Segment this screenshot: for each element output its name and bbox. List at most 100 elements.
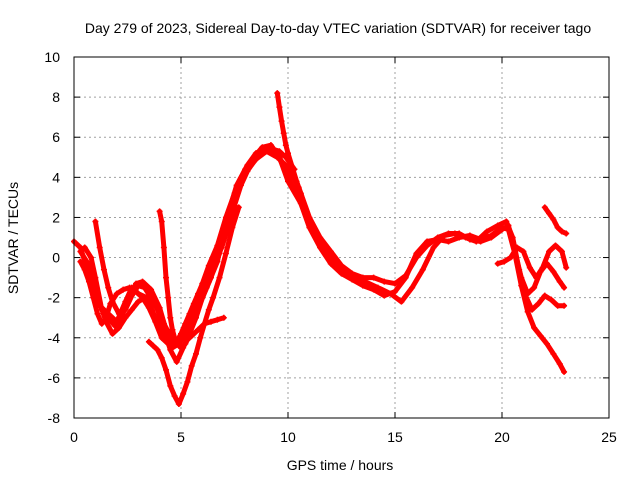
data-point-marker — [128, 292, 135, 299]
plot-frame — [73, 56, 610, 419]
data-point-marker — [338, 262, 345, 269]
data-point-marker — [270, 146, 277, 153]
data-point-marker — [207, 318, 214, 325]
data-point-marker — [190, 300, 197, 307]
data-point-marker — [160, 326, 167, 333]
data-point-marker — [169, 326, 176, 333]
data-point-marker — [494, 222, 501, 229]
data-point-marker — [163, 366, 170, 373]
data-point-marker — [167, 346, 174, 353]
data-point-marker — [503, 218, 510, 225]
data-point-marker — [276, 104, 283, 111]
data-point-marker — [139, 294, 146, 301]
data-point-marker — [302, 204, 309, 211]
data-point-marker — [310, 230, 317, 237]
data-point-marker — [327, 260, 334, 267]
data-point-marker — [165, 340, 172, 347]
data-point-marker — [81, 244, 88, 251]
data-point-marker — [158, 334, 165, 341]
data-point-marker — [163, 274, 170, 281]
data-point-marker — [561, 302, 568, 309]
data-point-marker — [392, 280, 398, 287]
data-point-marker — [244, 168, 251, 175]
grid-lines — [73, 56, 610, 419]
data-point-marker — [83, 258, 90, 265]
data-point-marker — [171, 334, 178, 341]
data-point-marker — [192, 350, 199, 357]
data-point-marker — [199, 280, 206, 287]
data-point-marker — [556, 278, 563, 285]
data-point-marker — [205, 306, 212, 313]
data-point-marker — [561, 284, 568, 291]
data-point-marker — [297, 190, 304, 197]
data-point-marker — [456, 230, 463, 237]
data-point-marker — [285, 150, 291, 157]
data-point-marker — [167, 314, 174, 321]
data-point-marker — [212, 258, 219, 265]
data-point-marker — [499, 226, 505, 233]
data-point-marker — [188, 332, 195, 339]
data-point-marker — [145, 338, 152, 345]
data-point-marker — [349, 270, 356, 277]
data-point-marker — [182, 340, 189, 347]
data-point-marker — [445, 238, 452, 245]
y-tick-label: 10 — [44, 49, 60, 65]
data-point-marker — [554, 302, 561, 309]
data-point-marker — [539, 264, 546, 271]
series-line-arc-4 — [77, 142, 291, 365]
data-point-marker — [100, 266, 107, 273]
data-point-marker — [120, 286, 127, 293]
data-point-marker — [535, 300, 542, 307]
data-point-marker — [430, 244, 437, 251]
data-point-marker — [556, 360, 563, 367]
data-point-marker — [419, 266, 426, 273]
data-point-marker — [550, 216, 557, 223]
data-point-marker — [558, 228, 565, 235]
data-point-marker — [96, 300, 103, 307]
data-point-marker — [109, 330, 116, 337]
data-point-marker — [98, 320, 105, 327]
data-point-marker — [387, 290, 394, 297]
data-point-marker — [96, 244, 103, 251]
data-point-marker — [531, 284, 538, 291]
data-point-marker — [165, 294, 172, 301]
data-point-marker — [257, 152, 264, 159]
data-point-marker — [285, 178, 291, 185]
data-point-marker — [546, 210, 553, 217]
data-point-marker — [105, 284, 112, 291]
y-tick-label: 4 — [52, 169, 60, 185]
data-point-marker — [274, 90, 281, 97]
data-point-marker — [195, 290, 202, 297]
data-point-marker — [77, 248, 84, 255]
data-point-marker — [505, 222, 512, 229]
data-point-marker — [154, 346, 161, 353]
data-point-marker — [85, 278, 92, 285]
data-point-marker — [122, 314, 129, 321]
data-point-marker — [293, 178, 300, 185]
data-point-marker — [128, 306, 135, 313]
data-point-marker — [359, 282, 366, 289]
data-point-marker — [289, 164, 296, 171]
data-point-marker — [267, 142, 274, 149]
data-point-marker — [546, 248, 553, 255]
data-point-marker — [184, 336, 191, 343]
data-point-marker — [88, 254, 95, 261]
data-point-marker — [550, 268, 557, 275]
data-point-marker — [398, 298, 405, 305]
x-tick-label: 5 — [177, 429, 185, 445]
data-point-marker — [541, 292, 548, 299]
data-point-marker — [477, 238, 484, 245]
data-point-marker — [205, 270, 212, 277]
data-point-marker — [381, 292, 388, 299]
data-point-marker — [171, 392, 178, 399]
data-point-marker — [413, 254, 420, 261]
series-line-arc-10 — [542, 204, 569, 236]
data-point-marker — [229, 224, 236, 231]
data-point-marker — [152, 318, 159, 325]
data-point-marker — [561, 368, 568, 375]
data-point-marker — [218, 244, 225, 251]
data-point-marker — [94, 310, 101, 317]
data-point-marker — [402, 272, 409, 279]
data-point-marker — [113, 290, 120, 297]
data-point-marker — [201, 320, 208, 327]
